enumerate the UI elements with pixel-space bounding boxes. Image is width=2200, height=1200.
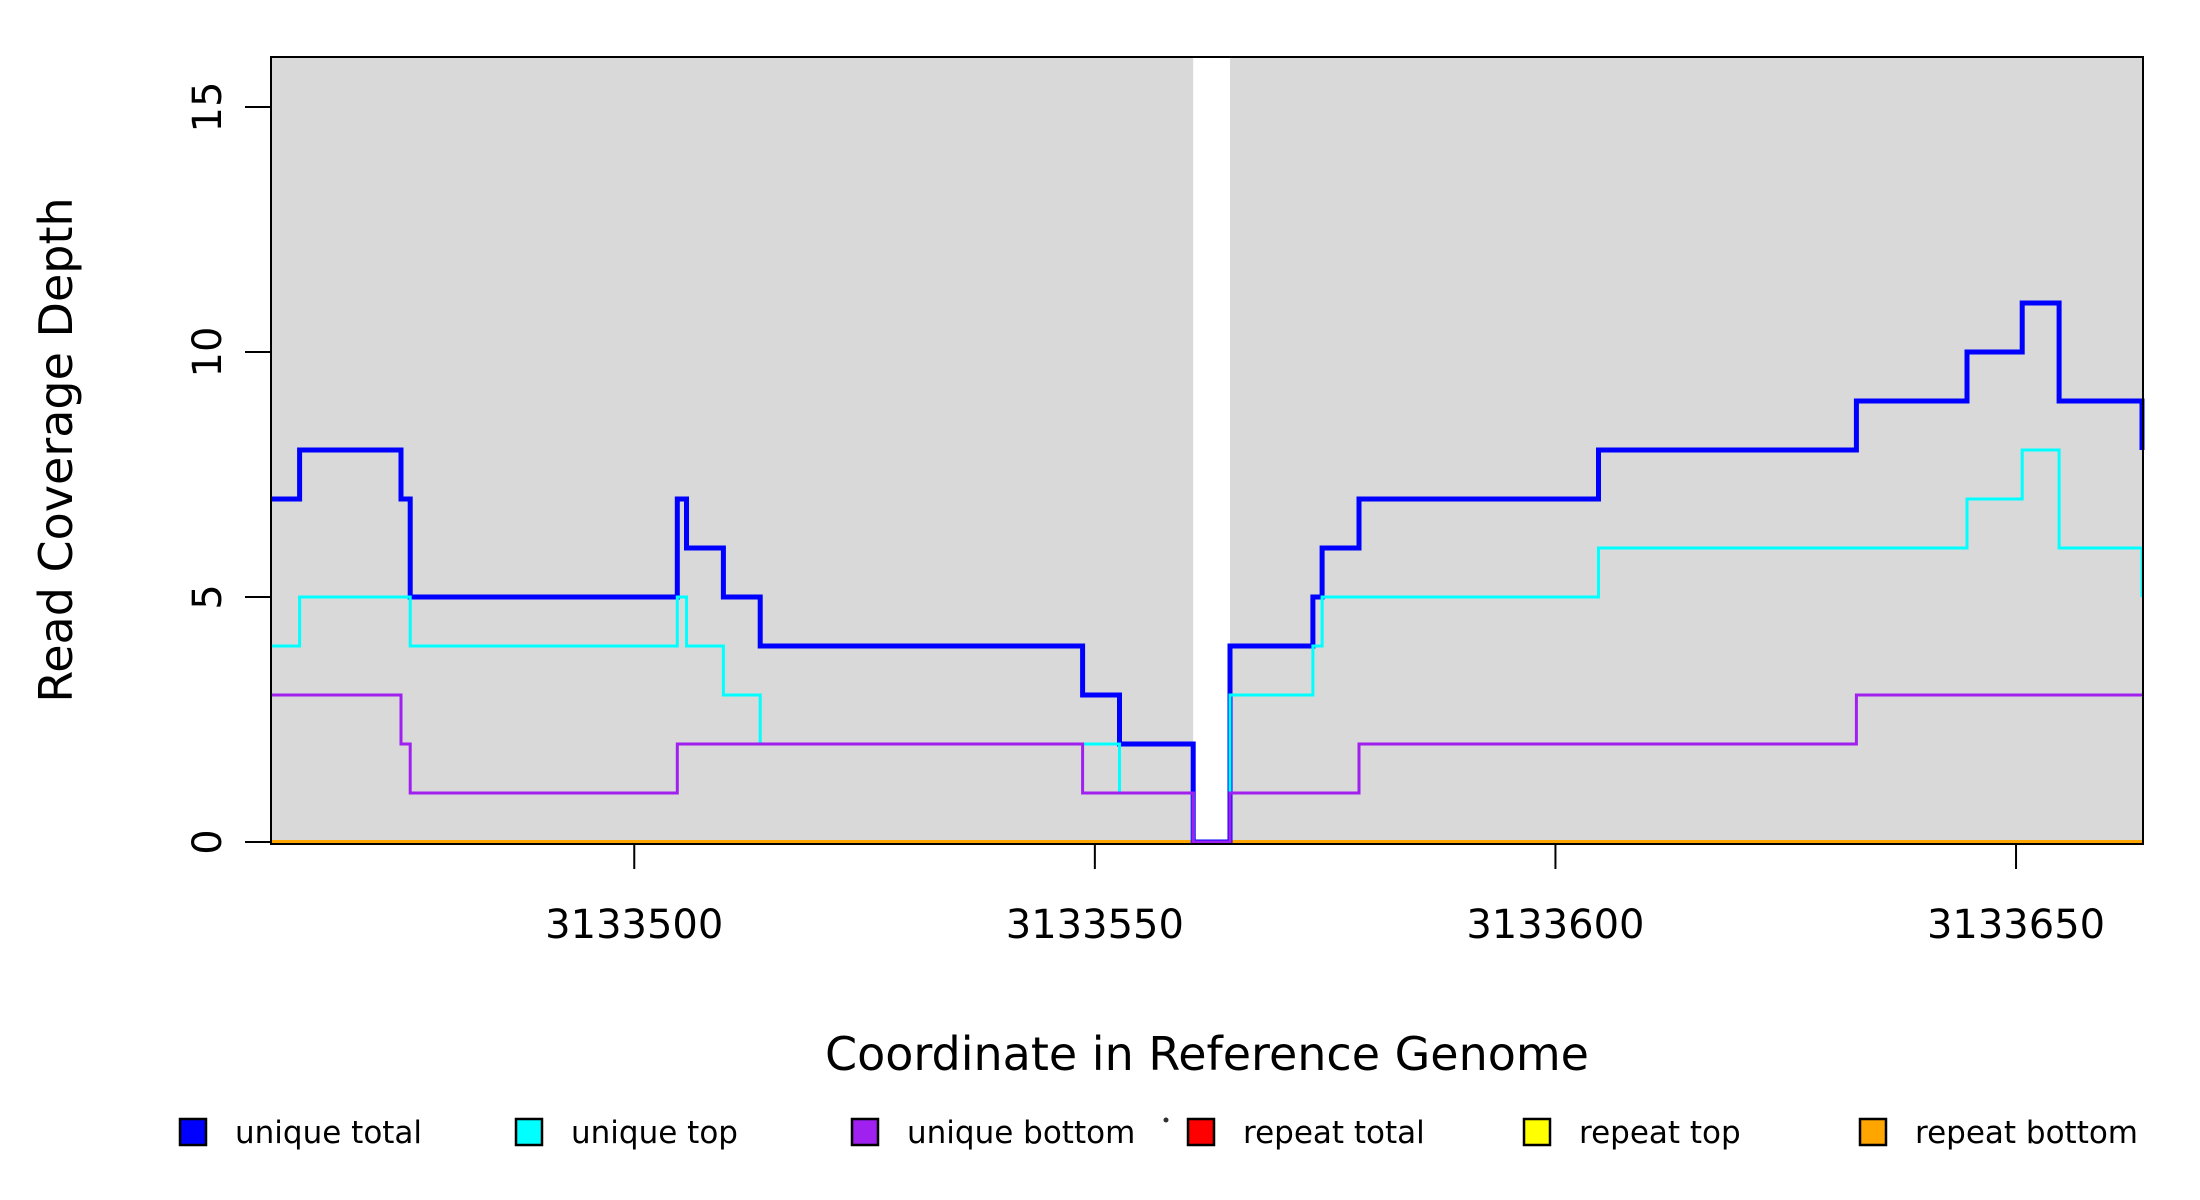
legend-label: unique bottom bbox=[907, 1115, 1135, 1151]
legend-swatch-unique-bottom bbox=[850, 1117, 880, 1147]
y-axis-title: Read Coverage Depth bbox=[29, 197, 83, 702]
legend-swatch-unique-total bbox=[178, 1117, 208, 1147]
legend-item: unique total bbox=[178, 1115, 422, 1151]
series-line-unique-bottom bbox=[272, 693, 2142, 844]
plot-border bbox=[270, 56, 2144, 845]
legend: unique total unique top unique bottom repea… bbox=[178, 1115, 2138, 1151]
x-axis-title: Coordinate in Reference Genome bbox=[825, 1027, 1589, 1081]
legend-item: unique bottom bbox=[850, 1115, 1135, 1151]
legend-item: repeat top bbox=[1522, 1115, 1741, 1151]
legend-swatch-unique-top bbox=[514, 1117, 544, 1147]
axes: 3133500 3133550 3133600 3133650 0 5 10 15 bbox=[185, 82, 2105, 948]
legend-label: unique total bbox=[235, 1115, 422, 1151]
legend-item: unique top bbox=[514, 1115, 738, 1151]
legend-item: repeat bottom bbox=[1858, 1115, 2138, 1151]
legend-swatch-repeat-top bbox=[1522, 1117, 1552, 1147]
legend-label: repeat bottom bbox=[1915, 1115, 2138, 1151]
y-tick-label: 0 bbox=[185, 829, 231, 854]
no-coverage-gap bbox=[1193, 58, 1231, 843]
y-tick-label: 10 bbox=[185, 327, 231, 378]
stray-dot bbox=[1163, 1117, 1169, 1123]
y-tick-label: 15 bbox=[185, 82, 231, 133]
y-tick-label: 5 bbox=[185, 584, 231, 609]
plot-area bbox=[270, 56, 2145, 845]
legend-label: repeat top bbox=[1579, 1115, 1741, 1151]
legend-swatch-repeat-total bbox=[1186, 1117, 1216, 1147]
x-tick-label: 3133500 bbox=[545, 902, 723, 948]
x-tick-label: 3133650 bbox=[1927, 902, 2105, 948]
legend-label: repeat total bbox=[1243, 1115, 1425, 1151]
legend-swatch-repeat-bottom bbox=[1858, 1117, 1888, 1147]
legend-item: repeat total bbox=[1186, 1115, 1425, 1151]
legend-label: unique top bbox=[571, 1115, 738, 1151]
x-tick-label: 3133600 bbox=[1466, 902, 1644, 948]
x-tick-label: 3133550 bbox=[1006, 902, 1184, 948]
